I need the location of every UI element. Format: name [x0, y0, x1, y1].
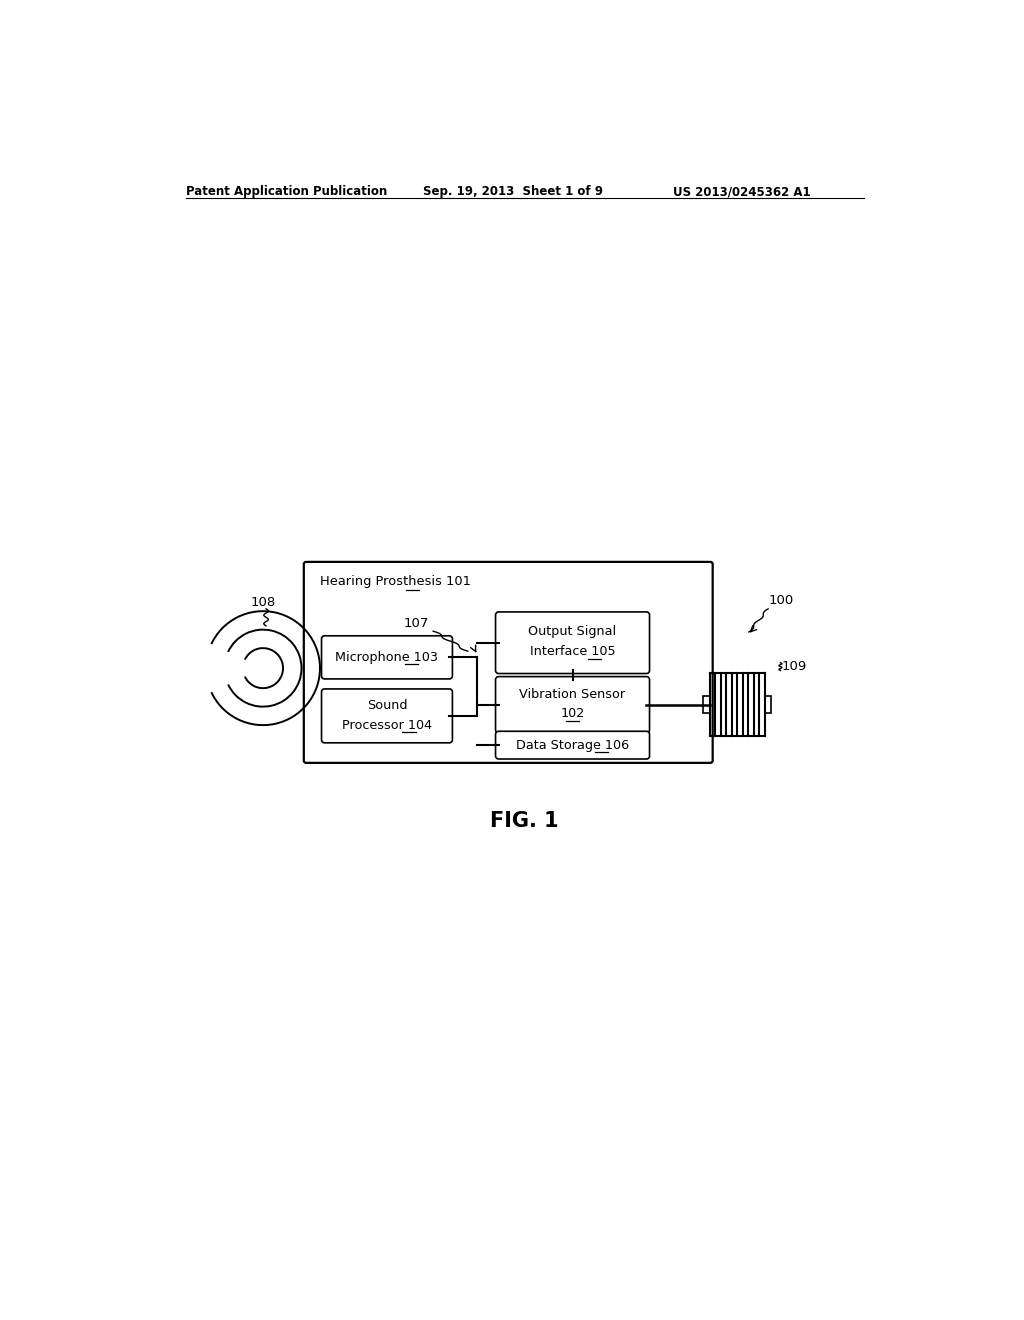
FancyBboxPatch shape — [304, 562, 713, 763]
Text: Interface 105: Interface 105 — [529, 645, 615, 659]
FancyBboxPatch shape — [496, 731, 649, 759]
Text: 109: 109 — [782, 660, 807, 673]
Text: Data Storage 106: Data Storage 106 — [516, 739, 629, 751]
Text: 100: 100 — [768, 594, 794, 607]
Text: Vibration Sensor: Vibration Sensor — [519, 688, 626, 701]
Bar — [703, 696, 710, 713]
Text: FIG. 1: FIG. 1 — [490, 810, 559, 830]
Text: Patent Application Publication: Patent Application Publication — [186, 185, 387, 198]
Text: Hearing Prosthesis 101: Hearing Prosthesis 101 — [319, 576, 471, 587]
Text: US 2013/0245362 A1: US 2013/0245362 A1 — [674, 185, 811, 198]
Text: 102: 102 — [560, 708, 585, 721]
FancyBboxPatch shape — [322, 689, 453, 743]
FancyBboxPatch shape — [322, 636, 453, 678]
FancyBboxPatch shape — [496, 677, 649, 733]
Text: Sep. 19, 2013  Sheet 1 of 9: Sep. 19, 2013 Sheet 1 of 9 — [423, 185, 603, 198]
Bar — [765, 696, 771, 713]
Text: Processor 104: Processor 104 — [342, 718, 432, 731]
Text: 107: 107 — [403, 616, 429, 630]
Text: Microphone 103: Microphone 103 — [336, 651, 438, 664]
Text: Sound: Sound — [367, 698, 408, 711]
Text: 108: 108 — [251, 595, 275, 609]
Text: Output Signal: Output Signal — [528, 626, 616, 639]
FancyBboxPatch shape — [496, 612, 649, 673]
